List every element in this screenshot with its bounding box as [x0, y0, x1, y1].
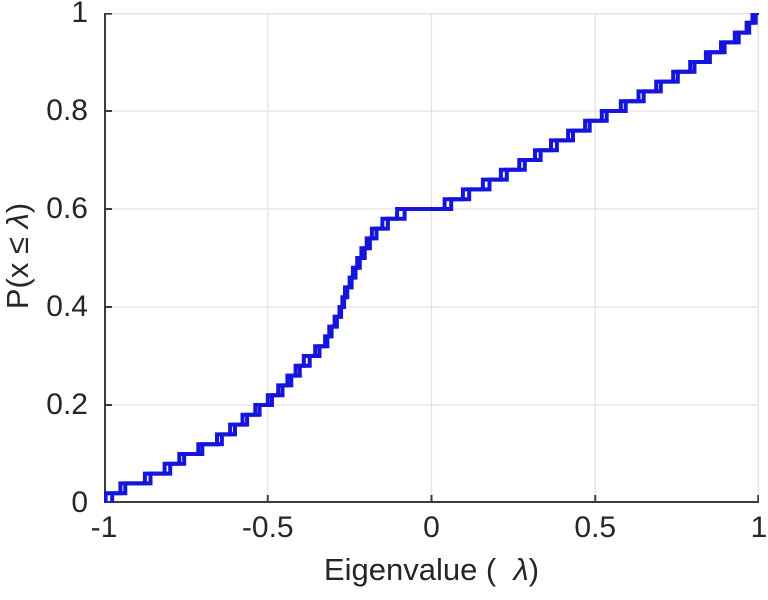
y-tick-labels: 0 0.2 0.4 0.6 0.8 1	[0, 0, 88, 600]
x-axis-label: Eigenvalue ( λ)	[104, 552, 759, 588]
x-tick-label: 0	[423, 511, 440, 544]
x-tick-label: -0.5	[241, 511, 294, 544]
x-tick-label: 1	[750, 511, 768, 544]
plot-area	[104, 13, 759, 503]
ecdf-step-line-ecdf-2	[110, 13, 759, 503]
x-axis-label-text: Eigenvalue (	[323, 552, 514, 587]
x-axis-label-close: )	[528, 552, 540, 587]
y-tick-label: 0.4	[46, 290, 88, 323]
x-tick-labels: -1 -0.5 0 0.5 1	[0, 511, 768, 553]
y-tick-label: 0	[71, 486, 88, 519]
y-tick-label: 0.2	[46, 388, 88, 421]
x-tick-label: 0.5	[574, 511, 617, 544]
y-tick-label: 0.6	[46, 192, 88, 225]
plot-canvas	[104, 13, 759, 503]
x-tick-label: -1	[90, 511, 118, 544]
lambda-symbol: λ	[513, 552, 529, 587]
y-tick-label: 0.8	[46, 94, 88, 127]
y-tick-label: 1	[71, 0, 88, 29]
